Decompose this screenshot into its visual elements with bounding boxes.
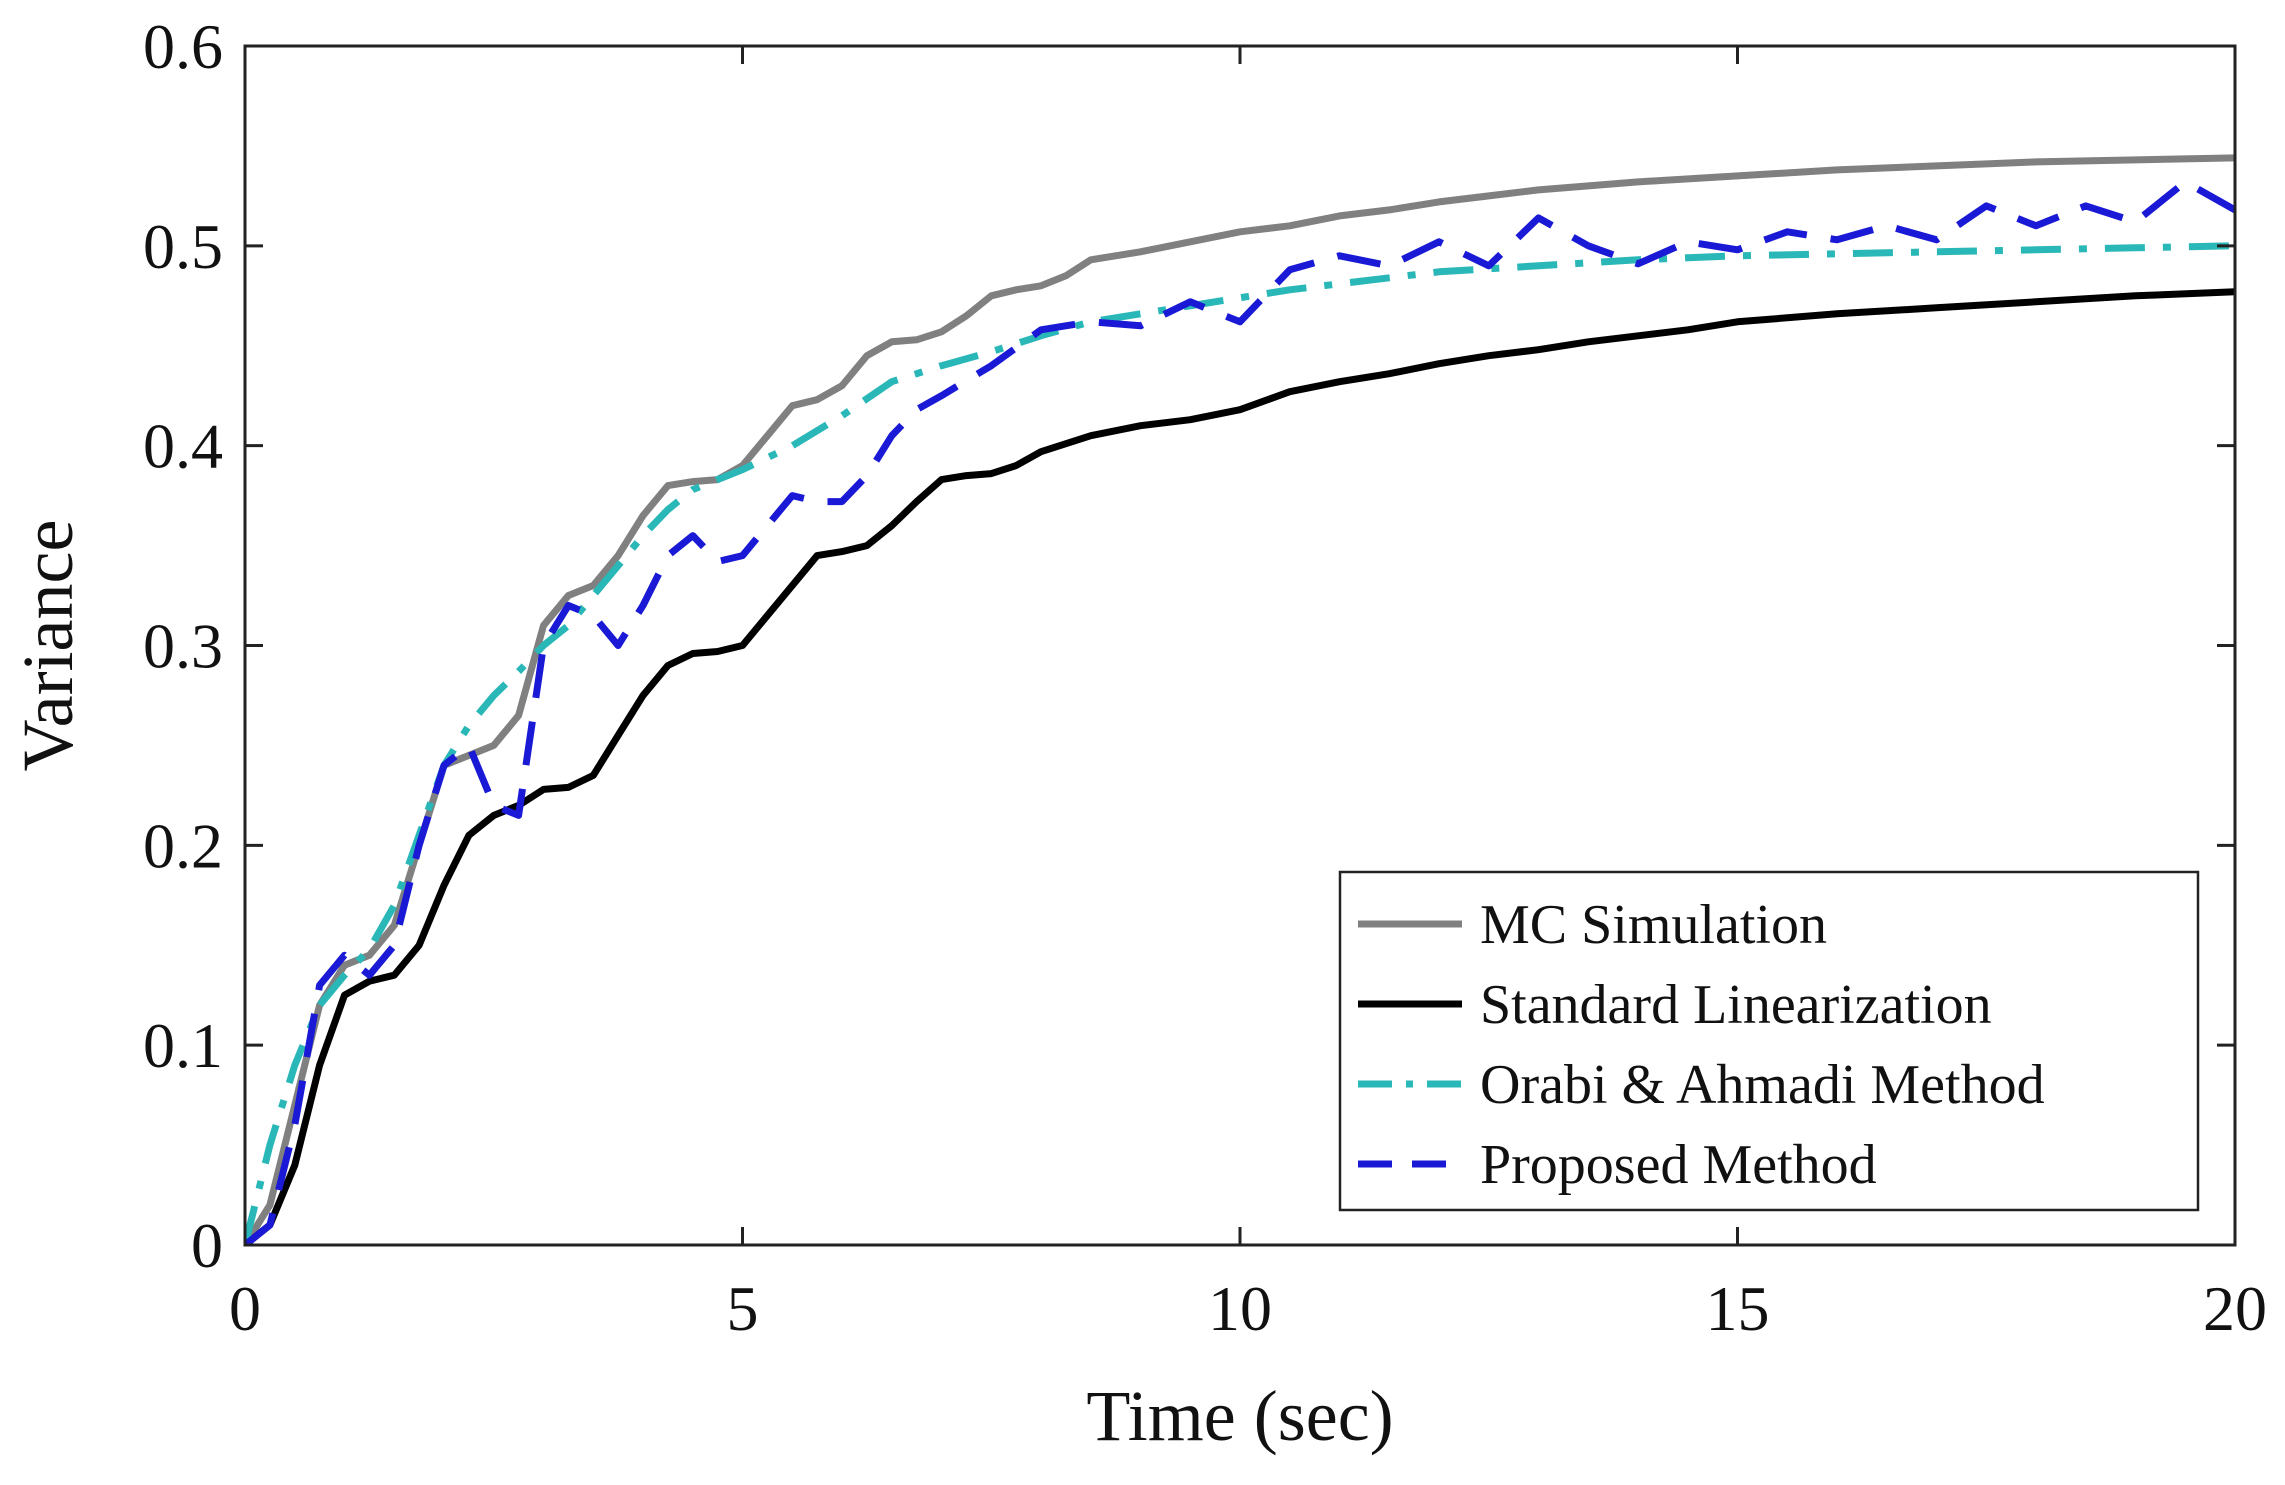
legend-label-3: Orabi & Ahmadi Method [1480,1054,2045,1116]
legend-label-1: MC Simulation [1480,894,1827,956]
x-tick-label: 15 [1706,1273,1770,1344]
legend-label-2: Standard Linearization [1480,974,1992,1036]
y-tick-label: 0.1 [143,1010,223,1081]
x-tick-label: 20 [2203,1273,2267,1344]
y-tick-label: 0.4 [143,411,223,482]
x-axis-label: Time (sec) [1086,1376,1393,1456]
x-tick-label: 0 [229,1273,261,1344]
series-line-4 [245,178,2235,1245]
x-tick-label: 5 [727,1273,759,1344]
y-axis-label: Variance [8,520,88,772]
series-line-1 [245,154,2235,1245]
legend: MC Simulation Standard Linearization Orabi… [1338,870,2200,1212]
series-line-2 [245,288,2235,1245]
y-tick-label: 0.5 [143,211,223,282]
x-tick-label: 10 [1208,1273,1272,1344]
y-tick-label: 0.6 [143,11,223,82]
y-tick-label: 0.3 [143,611,223,682]
series-layer [245,154,2235,1245]
y-tick-label: 0 [191,1210,223,1281]
y-tick-label: 0.2 [143,810,223,881]
legend-label-4: Proposed Method [1480,1134,1877,1196]
legend-box [1338,870,2200,1212]
ticks-layer: 0 5 10 15 20 0 0.1 0.2 0.3 0.4 0.5 0.6 [143,11,2267,1344]
